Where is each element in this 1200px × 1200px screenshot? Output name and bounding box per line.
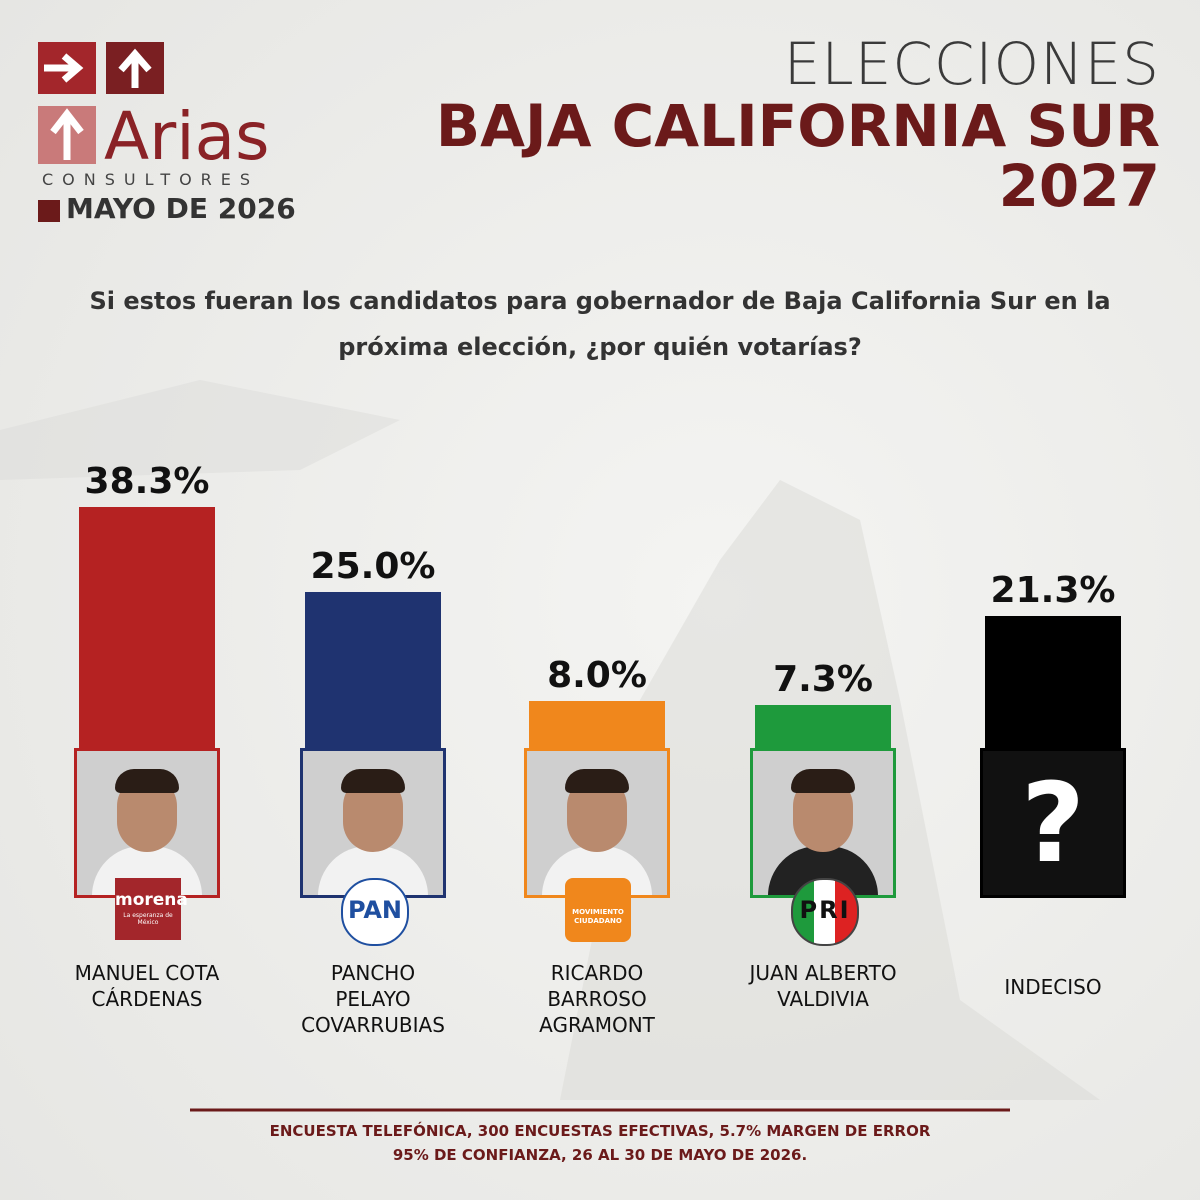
photo-hair: [791, 769, 855, 793]
title-line3: 2027: [998, 152, 1160, 220]
logo-text: PRI: [799, 896, 851, 924]
party-logo: MOVIMIENTO CIUDADANO: [565, 878, 631, 942]
party-logo: morena La esperanza de México: [115, 878, 188, 940]
undecided-mark: ?: [1021, 759, 1085, 887]
footnote: ENCUESTA TELEFÓNICA, 300 ENCUESTAS EFECT…: [269, 1122, 931, 1140]
value-label: 7.3%: [773, 659, 873, 701]
bar: [79, 506, 215, 752]
value-label: 25.0%: [310, 546, 436, 587]
value-label: 21.3%: [990, 569, 1116, 611]
bar: [529, 700, 665, 752]
question: Si estos fueran los candidatos para gobe…: [89, 287, 1111, 361]
logo-text: morena: [115, 890, 188, 910]
value-label: 8.0%: [547, 654, 647, 696]
photo-hair: [565, 769, 629, 793]
photo-hair: [341, 769, 405, 793]
bar: [305, 592, 441, 752]
party-logo: PRI: [791, 878, 859, 946]
footnote: 95% DE CONFIANZA, 26 AL 30 DE MAYO DE 20…: [392, 1146, 808, 1164]
logo-text: MOVIMIENTO CIUDADANO: [572, 908, 624, 925]
photo: [300, 748, 446, 898]
photo: [750, 748, 896, 898]
photo: ?: [980, 748, 1126, 898]
photo: [74, 748, 220, 898]
logo-text: PAN: [347, 896, 403, 924]
category-label: JUAN ALBERTO VALDIVIA: [749, 961, 897, 1011]
title-line2: BAJA CALIFORNIA SUR: [435, 92, 1160, 160]
date: MAYO DE 2026: [66, 192, 296, 225]
logo-slogan: La esperanza de México: [123, 912, 173, 926]
value-label: 38.3%: [84, 460, 210, 502]
category-label: RICARDO BARROSO AGRAMONT: [539, 961, 655, 1037]
bar: [755, 705, 891, 752]
brand: Arias: [104, 98, 270, 175]
category-label: MANUEL COTA CÁRDENAS: [74, 961, 220, 1011]
brand-sub: CONSULTORES: [42, 170, 260, 189]
photo: [524, 748, 670, 898]
party-logo: PAN: [341, 878, 409, 946]
category-label: INDECISO: [1004, 975, 1102, 999]
photo-hair: [115, 769, 179, 793]
title-line1: ELECCIONES: [783, 30, 1160, 98]
category-label: PANCHO PELAYO COVARRUBIAS: [301, 961, 445, 1037]
bar: [985, 615, 1121, 752]
